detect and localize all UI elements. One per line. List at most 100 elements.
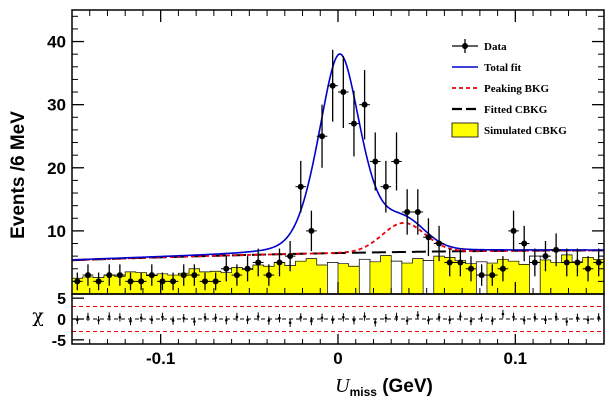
data-point (380, 160, 392, 213)
legend-label: Total fit (484, 62, 522, 74)
data-point (327, 49, 338, 122)
pull-tick-label: 0 (57, 312, 66, 329)
pull-reference-lines (72, 306, 604, 332)
pull-marker (235, 315, 239, 319)
data-marker (585, 265, 592, 272)
legend-label: Data (484, 41, 507, 53)
data-point (284, 240, 296, 272)
pull-marker (331, 318, 334, 322)
main-plot-area: 10 20 30 40 (47, 9, 605, 295)
y-tick-label: 10 (47, 222, 66, 241)
data-point (412, 189, 424, 235)
x-tick-label: 0.1 (504, 349, 528, 368)
pull-marker (267, 319, 271, 322)
data-marker (308, 227, 315, 234)
legend-label: Peaking BKG (484, 83, 550, 95)
pull-marker (586, 318, 590, 322)
data-marker (563, 259, 570, 266)
data-marker (542, 253, 549, 260)
legend-marker (462, 43, 468, 49)
pull-points (76, 309, 600, 327)
data-marker (223, 265, 230, 272)
pull-marker (342, 316, 345, 319)
data-marker (95, 278, 102, 285)
legend-entry: Fitted CBKG (452, 104, 548, 116)
data-point (93, 272, 104, 291)
legend-fill (451, 122, 479, 138)
data-marker (265, 272, 272, 279)
data-marker (531, 259, 538, 266)
data-point (582, 256, 594, 282)
data-marker (148, 272, 155, 279)
data-marker (340, 89, 347, 96)
data-point (561, 248, 573, 277)
data-point (338, 56, 349, 129)
pull-marker (118, 316, 122, 319)
data-marker (233, 272, 240, 279)
pull-marker (139, 316, 143, 320)
pull-marker (150, 318, 154, 322)
data-marker (457, 259, 464, 266)
data-point (114, 264, 126, 286)
pull-marker (299, 316, 303, 319)
data-marker (489, 272, 496, 279)
data-marker (127, 278, 134, 285)
data-marker (521, 240, 528, 247)
pull-marker (469, 319, 473, 323)
data-point (433, 225, 445, 262)
data-marker (106, 272, 113, 279)
data-marker (553, 246, 560, 253)
data-point (348, 90, 360, 157)
pull-marker (246, 318, 249, 322)
fit-curves (71, 53, 605, 262)
data-marker (425, 234, 432, 241)
data-point (486, 264, 498, 286)
pull-marker (490, 319, 494, 322)
x-axis-label-var: U (335, 375, 351, 397)
pull-axis-label: χ (32, 305, 44, 327)
data-point (189, 264, 200, 286)
x-tick-label: -0.1 (146, 349, 175, 368)
data-marker (361, 101, 368, 108)
pull-marker (278, 316, 281, 320)
pull-marker (565, 320, 569, 323)
pull-marker (171, 319, 175, 322)
pull-marker (544, 318, 547, 322)
pull-tick-label: 5 (57, 291, 66, 308)
pull-marker (427, 318, 430, 322)
pull-marker (363, 315, 366, 318)
data-marker (287, 253, 294, 260)
pull-marker (107, 315, 111, 318)
x-axis-label-unit: (GeV) (377, 376, 433, 397)
pull-marker (554, 315, 558, 319)
pull-marker (512, 315, 515, 319)
pull-tick-label: -5 (52, 333, 66, 350)
data-point (295, 160, 307, 213)
pull-marker (533, 316, 537, 319)
data-marker (510, 227, 517, 234)
data-marker (350, 120, 357, 127)
pull-marker (214, 316, 217, 320)
pull-plot-area: -5 0 5 -0.1 0 0.1 (52, 291, 605, 368)
data-point (401, 189, 413, 235)
pull-marker (416, 313, 420, 317)
pull-marker (320, 316, 324, 320)
pull-marker (86, 315, 90, 319)
data-marker (446, 259, 453, 266)
data-point (306, 210, 317, 252)
data-marker (138, 278, 145, 285)
data-marker (478, 272, 485, 279)
pull-marker (459, 315, 462, 318)
data-point (465, 256, 477, 282)
data-point (423, 218, 434, 257)
legend-label: Fitted CBKG (484, 104, 548, 116)
pull-marker (224, 318, 228, 322)
pull-marker (310, 319, 313, 323)
data-marker (329, 82, 336, 89)
data-point (316, 104, 328, 168)
legend-entry: Total fit (452, 62, 522, 74)
data-marker (372, 158, 379, 165)
data-marker (319, 133, 326, 140)
data-points (72, 49, 604, 291)
